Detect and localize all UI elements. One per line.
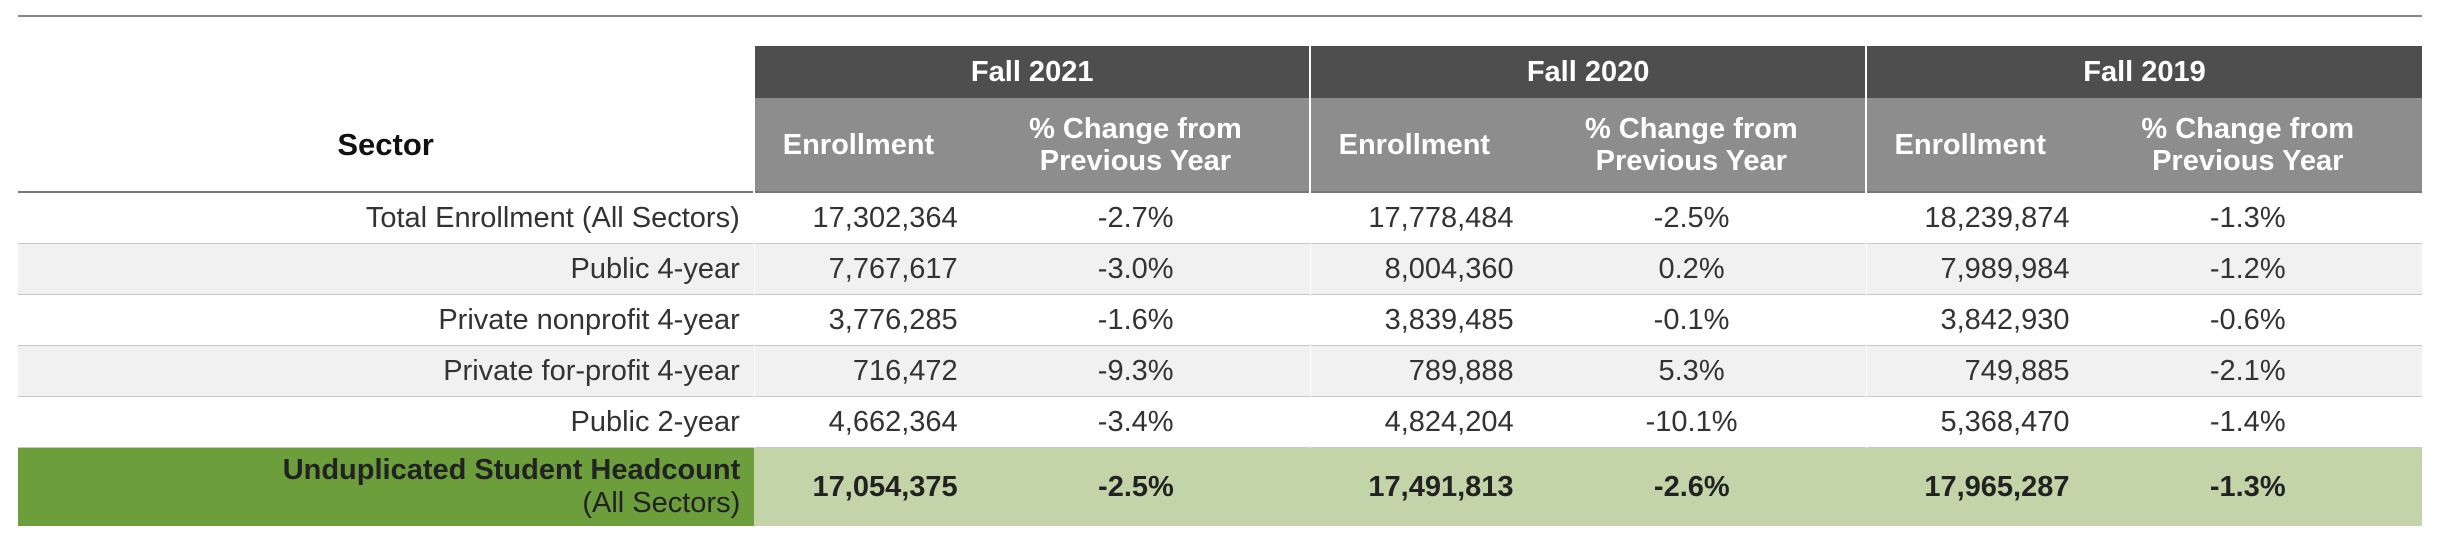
enrollment-cell: 716,472 — [753, 345, 962, 397]
enrollment-column-header: Enrollment — [1309, 98, 1518, 192]
pct-change-cell: -3.0% — [961, 243, 1311, 295]
enrollment-cell: 17,302,364 — [753, 192, 962, 244]
enrollment-cell: 3,839,485 — [1309, 294, 1518, 346]
year-header-fall-2021: Fall 2021 — [753, 46, 1311, 98]
pct-change-column-header: % Change from Previous Year — [961, 98, 1311, 192]
table-row: Private nonprofit 4-year 3,776,285 -1.6%… — [18, 294, 2422, 346]
enrollment-cell: 749,885 — [1865, 345, 2074, 397]
total-enrollment-cell: 17,054,375 — [754, 447, 962, 526]
sector-cell: Private for-profit 4-year — [18, 345, 755, 397]
enrollment-cell: 4,662,364 — [753, 396, 962, 448]
pct-change-cell: -1.4% — [2209, 405, 2286, 438]
total-enrollment-cell: 17,491,813 — [1310, 447, 1518, 526]
sector-cell: Total Enrollment (All Sectors) — [365, 201, 740, 234]
pct-change-cell: -2.7% — [1097, 201, 1174, 234]
pct-label-line2: Previous Year — [1595, 144, 1787, 177]
table-row: Total Enrollment (All Sectors) 17,302,36… — [18, 192, 2422, 244]
total-sector-cell: Unduplicated Student Headcount (All Secto… — [18, 447, 755, 526]
enrollment-cell: 18,239,874 — [1865, 192, 2074, 244]
year-header-fall-2020: Fall 2020 — [1309, 46, 1867, 98]
pct-change-cell: -3.4% — [1097, 405, 1174, 438]
pct-change-column-header: % Change from Previous Year — [1517, 98, 1867, 192]
pct-label-line2: Previous Year — [1039, 144, 1232, 177]
column-header-row: Sector Enrollment % Change from Previous … — [18, 98, 2422, 192]
enrollment-cell: 17,778,484 — [1309, 192, 1518, 244]
total-pct-change-cell: -2.5% — [961, 447, 1311, 526]
year-header-row: Fall 2021 Fall 2020 Fall 2019 — [18, 46, 2422, 98]
total-enrollment-cell: 17,965,287 — [1866, 447, 2074, 526]
total-row: Unduplicated Student Headcount (All Secto… — [18, 447, 2422, 526]
sector-cell: Private nonprofit 4-year — [438, 303, 740, 336]
table-row: Public 2-year 4,662,364 -3.4% 4,824,204 … — [18, 396, 2422, 448]
pct-label-line1: % Change from — [1584, 112, 1798, 145]
pct-change-cell: -1.3% — [2209, 201, 2286, 234]
sector-cell: Public 2-year — [570, 405, 740, 438]
pct-label-line1: % Change from — [1029, 112, 1242, 145]
pct-change-cell: 5.3% — [1517, 345, 1867, 397]
sector-column-header: Sector — [18, 98, 755, 192]
enrollment-cell: 5,368,470 — [1865, 396, 2074, 448]
enrollment-cell: 3,776,285 — [753, 294, 962, 346]
year-header-fall-2019: Fall 2019 — [1865, 46, 2422, 98]
enrollment-column-header: Enrollment — [753, 98, 962, 192]
pct-change-column-header: % Change from Previous Year — [2073, 98, 2422, 192]
table-row: Private for-profit 4-year 716,472 -9.3% … — [18, 345, 2422, 397]
total-sector-sublabel: (All Sectors) — [582, 487, 741, 519]
pct-label-line2: Previous Year — [2152, 144, 2344, 177]
pct-change-cell: -9.3% — [961, 345, 1311, 397]
pct-change-cell: -2.5% — [1653, 201, 1730, 234]
enrollment-cell: 3,842,930 — [1865, 294, 2074, 346]
enrollment-cell: 4,824,204 — [1309, 396, 1518, 448]
enrollment-cell: 7,989,984 — [1865, 243, 2074, 295]
enrollment-table: Fall 2021 Fall 2020 Fall 2019 Sector Enr… — [18, 46, 2422, 526]
pct-change-cell: -1.6% — [1097, 303, 1174, 336]
top-rule — [18, 15, 2422, 17]
pct-change-cell: -0.6% — [2209, 303, 2286, 336]
sector-cell: Public 4-year — [18, 243, 755, 295]
total-sector-label: Unduplicated Student Headcount — [282, 454, 741, 486]
pct-change-cell: -1.2% — [2073, 243, 2422, 295]
enrollment-cell: 8,004,360 — [1309, 243, 1518, 295]
total-pct-change-cell: -1.3% — [2073, 447, 2422, 526]
pct-label-line1: % Change from — [2141, 112, 2355, 145]
pct-change-cell: -2.1% — [2073, 345, 2422, 397]
enrollment-column-header: Enrollment — [1865, 98, 2074, 192]
pct-change-cell: -10.1% — [1645, 405, 1738, 438]
total-pct-change-cell: -2.6% — [1517, 447, 1867, 526]
header-blank-cell — [18, 46, 755, 98]
pct-change-cell: -0.1% — [1653, 303, 1730, 336]
table-row: Public 4-year 7,767,617 -3.0% 8,004,360 … — [18, 243, 2422, 295]
pct-change-cell: 0.2% — [1517, 243, 1867, 295]
enrollment-cell: 789,888 — [1309, 345, 1518, 397]
enrollment-cell: 7,767,617 — [753, 243, 962, 295]
